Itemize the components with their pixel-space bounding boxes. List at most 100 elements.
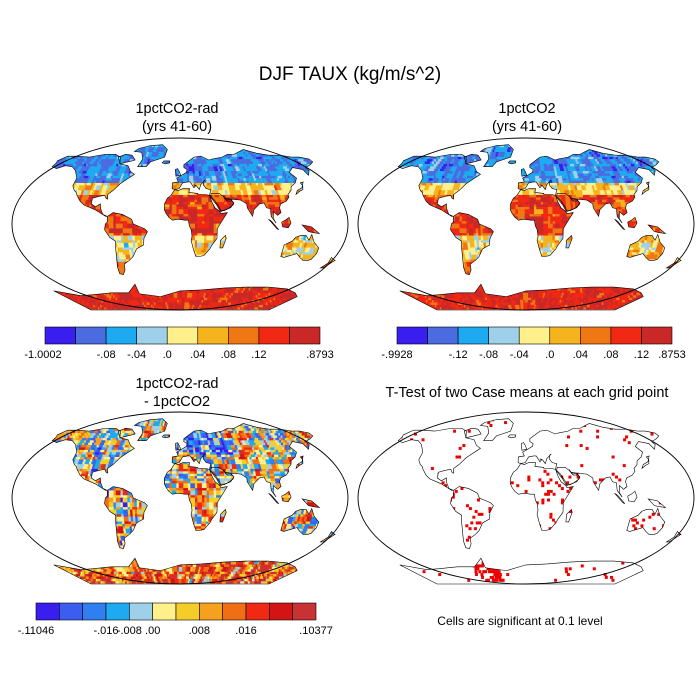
significant-cell [669,475,673,479]
significant-cell [502,487,506,491]
colorbar-swatch [427,326,459,345]
significance-note: Cells are significant at 0.1 level [355,614,685,628]
significant-cell [627,441,631,445]
significant-cell [567,421,571,425]
significant-cell [680,507,682,511]
significant-cell [549,489,553,493]
significant-cell [670,495,674,499]
significant-cell [497,573,501,577]
significant-cell [551,518,555,522]
significant-cell [530,498,534,502]
coastline-greenland [133,144,168,167]
coastline-eurasia [171,149,314,224]
significant-cell [623,438,627,442]
coastline-australia [280,233,320,261]
significant-cell [493,570,497,574]
significant-cell [495,446,499,450]
significant-cell [449,498,453,502]
significant-cell [457,421,461,425]
coastline-indonesia [268,492,280,504]
significant-cell [658,492,662,496]
significant-cell [567,435,571,439]
colorbar-label: -.008 [117,625,142,637]
colorbar-swatch [152,602,177,621]
significant-cell [623,518,627,522]
significant-cell [395,470,398,473]
significant-cell [483,446,487,450]
significant-cell [476,567,480,571]
colorbar-swatch [136,326,168,345]
significant-cell [576,475,580,479]
significant-cell [495,564,499,568]
significant-cell [599,512,603,516]
significant-cell [443,507,447,511]
significant-cell [574,507,578,511]
significant-cell [421,438,425,442]
coastline-uk [520,168,528,177]
significant-cell [586,524,590,528]
significant-cell [402,512,406,516]
significant-cell [478,570,482,574]
significant-cell [364,510,367,513]
significant-cell [640,524,644,528]
colorbar-2: -.9928 -.12 -.08 -.04 .0 .04 .08 .12 .8753 [381,326,686,361]
significant-cell [407,498,411,502]
significant-cell [621,558,625,562]
significant-cell [384,547,387,550]
significant-cell [561,532,565,536]
significant-cell [592,567,596,571]
significant-cell [624,487,628,491]
significant-cell [483,458,487,462]
coastline-south-america [450,486,494,550]
significant-cell [648,515,652,519]
significant-cell [668,521,672,525]
significant-cell [635,521,639,525]
significant-cell [458,475,462,479]
significant-cell [460,487,464,491]
coastline-borneo [627,490,638,503]
significant-cell [595,532,599,536]
significant-cell [477,512,481,516]
significant-cell [607,515,611,519]
significant-cell [489,423,493,427]
colorbar-swatch [105,602,130,621]
significant-cell [430,466,434,470]
significant-cell [474,509,478,513]
significant-cell [398,452,402,456]
significant-cell [495,464,499,468]
significant-cell [490,561,494,565]
significant-cell [362,501,365,504]
significant-cell [657,455,661,459]
significant-cell [684,496,687,499]
significant-cell [486,578,490,582]
significant-cell [477,498,481,502]
significant-cell [426,518,430,522]
colorbar-label: .10377 [299,625,333,637]
significant-cell [498,575,502,579]
coastline-indonesia [268,218,280,230]
significant-cell [580,564,584,568]
coastline-madagascar [565,508,573,523]
significant-cell [489,575,493,579]
colorbar-label: .8753 [658,349,686,361]
colorbar-label: .04 [190,349,205,361]
coastline-madagascar [219,508,227,523]
colorbar-label: .04 [573,349,588,361]
significant-cell [394,527,397,530]
significant-cell [563,504,567,508]
significant-cell [441,481,445,485]
significant-cell [468,527,472,531]
map-border [357,411,695,585]
significant-cell [398,484,400,488]
coastline-south-america [450,212,494,276]
coastline-japan [641,455,650,470]
coastline-uk [174,168,182,177]
significant-cell [507,487,511,491]
significant-cell [491,570,495,574]
significant-cell [432,492,436,496]
significant-cell [437,492,441,496]
significant-cell [367,481,370,484]
significant-cell [591,527,595,531]
significant-cell [655,484,659,488]
significant-cell [678,532,682,536]
